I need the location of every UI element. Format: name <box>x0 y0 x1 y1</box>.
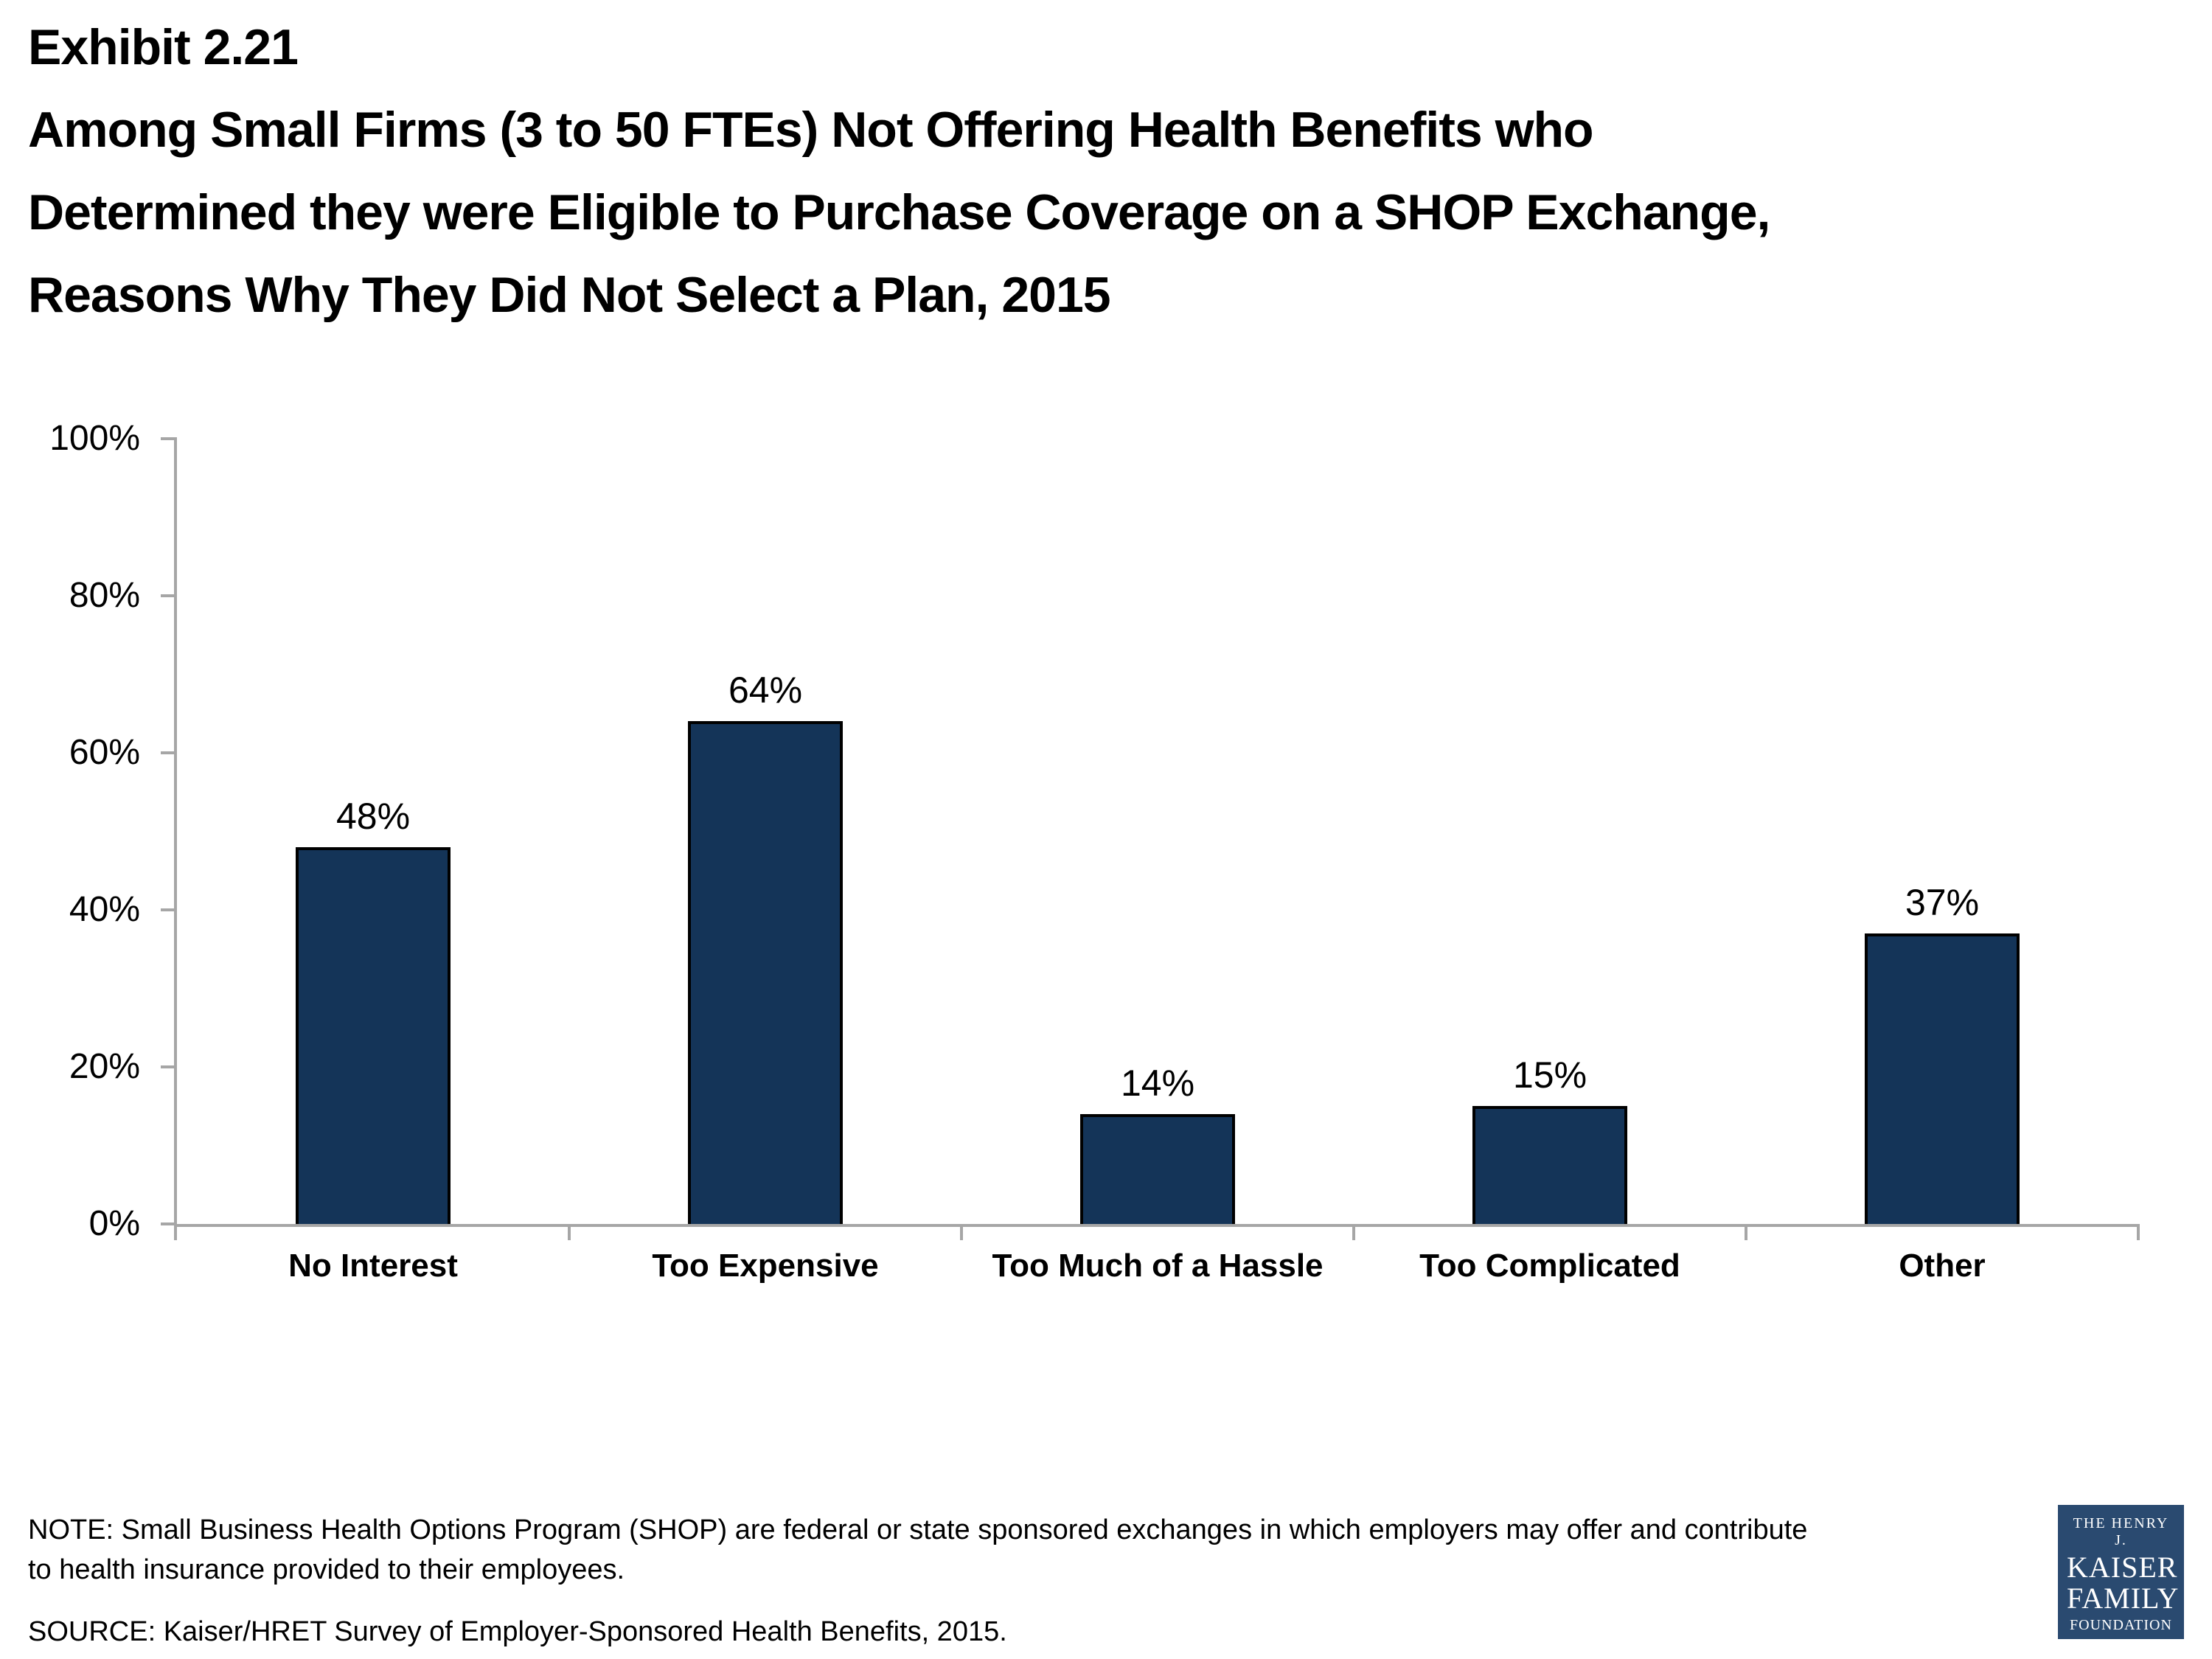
bar-slot: 15% Too Complicated <box>1354 439 1747 1284</box>
bar-value-label: 15% <box>1512 1054 1587 1096</box>
y-axis-line <box>174 437 177 1240</box>
y-axis-tick <box>161 751 174 754</box>
bar-value-label: 64% <box>728 669 803 712</box>
y-axis-tick-label: 80% <box>69 576 140 615</box>
category-boundary-tick <box>2137 1224 2140 1240</box>
logo-top-text: THE HENRY J. <box>2073 1515 2169 1548</box>
y-axis: 0% 20% 40% 60% 80% 100% <box>49 420 2138 1243</box>
bar-chart: 0% 20% 40% 60% 80% 100% 48% No Interest 64% Too … <box>49 420 2140 1284</box>
y-axis-tick-label: 0% <box>88 1204 140 1243</box>
y-axis-tick <box>161 594 174 597</box>
category-label: Too Expensive <box>652 1248 879 1284</box>
bar <box>688 721 843 1224</box>
source-text: SOURCE: Kaiser/HRET Survey of Employer-S… <box>28 1616 1007 1647</box>
y-axis-tick <box>161 437 174 440</box>
bar <box>1472 1106 1627 1224</box>
bar-slots: 48% No Interest 64% Too Expensive 14% Too Muc… <box>177 439 2140 1284</box>
note-text: NOTE: Small Business Health Options Prog… <box>28 1510 1807 1590</box>
y-axis-tick-label: 100% <box>49 419 140 458</box>
category-boundary-tick <box>1352 1224 1355 1240</box>
x-axis-line <box>174 1224 2138 1227</box>
bar-slot: 37% Other <box>1746 439 2140 1284</box>
note-line-1: NOTE: Small Business Health Options Prog… <box>28 1514 1808 1545</box>
y-axis-tick <box>161 1222 174 1225</box>
y-axis-tick-label: 20% <box>69 1047 140 1086</box>
logo-family-text: FAMILY <box>2067 1582 2180 1615</box>
y-axis-tick-label: 60% <box>69 733 140 772</box>
category-label: Other <box>1899 1248 1986 1284</box>
bar-slot: 64% Too Expensive <box>569 439 963 1284</box>
bar <box>1080 1113 1235 1224</box>
bar-value-label: 48% <box>335 795 411 837</box>
bar-value-label: 37% <box>1905 881 1980 923</box>
bar-value-label: 14% <box>1120 1062 1195 1104</box>
logo-bottom-text: FOUNDATION <box>2070 1617 2172 1633</box>
bar <box>1865 933 2020 1224</box>
y-axis-tick <box>161 908 174 911</box>
page-title-line-1: Among Small Firms (3 to 50 FTEs) Not Off… <box>28 102 1594 158</box>
category-boundary-tick <box>960 1224 963 1240</box>
bar-slot: 14% Too Much of a Hassle <box>961 439 1355 1284</box>
category-boundary-tick <box>1745 1224 1747 1240</box>
exhibit-number: Exhibit 2.21 <box>28 19 299 75</box>
note-line-2: to health insurance provided to their em… <box>28 1554 625 1585</box>
bar-slot: 48% No Interest <box>177 439 571 1284</box>
bar <box>296 846 451 1224</box>
category-boundary-tick <box>568 1224 571 1240</box>
kff-foundation-logo: THE HENRY J. KAISER FAMILY FOUNDATION <box>2058 1505 2184 1639</box>
category-label: Too Complicated <box>1419 1248 1680 1284</box>
category-label: Too Much of a Hassle <box>992 1248 1324 1284</box>
logo-kaiser-text: KAISER <box>2067 1551 2178 1584</box>
title-block: Exhibit 2.21 Among Small Firms (3 to 50 … <box>28 6 1770 336</box>
page-title-line-2: Determined they were Eligible to Purchas… <box>28 184 1770 240</box>
y-axis-tick-label: 40% <box>69 890 140 929</box>
y-axis-tick <box>161 1065 174 1068</box>
page-title-line-3: Reasons Why They Did Not Select a Plan, … <box>28 267 1111 323</box>
category-label: No Interest <box>288 1248 458 1284</box>
